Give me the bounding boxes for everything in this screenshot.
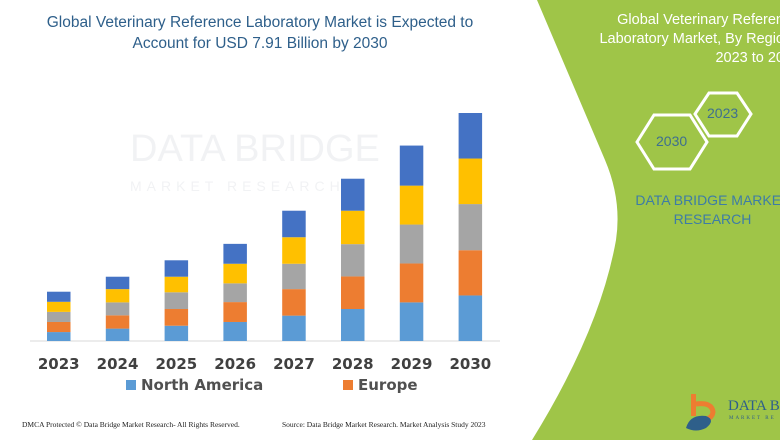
legend-label-north-america: North America: [141, 376, 264, 394]
bar-segment-2028-series-1: [341, 309, 365, 341]
logo-subtext: MARKET RE: [729, 416, 776, 421]
x-tick-label-2025: 2025: [155, 355, 198, 373]
bar-segment-2030-series-5: [458, 113, 483, 159]
bar-segment-2025-series-2: [164, 309, 189, 326]
bar-segment-2026-series-1: [223, 321, 247, 341]
bar-segment-2023-series-1: [47, 332, 71, 341]
hexagon-2030: [635, 113, 709, 171]
bar-segment-2028-series-4: [341, 210, 365, 245]
bar-segment-2028-series-3: [341, 244, 365, 277]
bar-segment-2024-series-5: [105, 276, 130, 290]
footer-source: Source: Data Bridge Market Research. Mar…: [282, 420, 486, 429]
bar-segment-2029-series-3: [399, 224, 424, 264]
bar-segment-2025-series-3: [164, 292, 189, 310]
bar-segment-2028-series-5: [341, 178, 365, 211]
x-tick-label-2030: 2030: [449, 355, 492, 373]
chart-title: Global Veterinary Reference Laboratory M…: [0, 12, 520, 54]
x-tick-label-2026: 2026: [214, 355, 257, 373]
legend-label-europe: Europe: [358, 376, 418, 394]
bar-segment-2024-series-4: [105, 289, 130, 303]
x-tick-label-2028: 2028: [331, 355, 374, 373]
bar-segment-2023-series-2: [47, 321, 71, 333]
bar-segment-2023-series-5: [47, 291, 71, 302]
bar-segment-2029-series-1: [399, 302, 424, 341]
bar-segment-2030-series-2: [458, 250, 483, 296]
bar-segment-2029-series-5: [399, 145, 424, 186]
legend-europe: Europe: [343, 376, 418, 394]
bar-segment-2027-series-1: [282, 315, 306, 341]
brand-line2: RESEARCH: [673, 211, 752, 227]
bar-segment-2026-series-5: [223, 243, 247, 264]
panel-title-line2: Laboratory Market, By Regio: [599, 31, 780, 47]
legend-swatch-europe: [343, 380, 353, 390]
bar-segment-2024-series-1: [105, 328, 130, 341]
bar-segment-2023-series-4: [47, 301, 71, 312]
bar-segment-2024-series-2: [105, 315, 130, 329]
watermark-line2: MARKET RESEARCH: [130, 178, 345, 194]
stacked-bar-chart: [30, 113, 500, 342]
bar-segment-2023-series-3: [47, 311, 71, 322]
bar-segment-2030-series-4: [458, 158, 483, 205]
bar-segment-2027-series-2: [282, 289, 306, 316]
green-panel: [532, 0, 780, 440]
chart-title-line1: Global Veterinary Reference Laboratory M…: [46, 14, 474, 31]
bar-segment-2028-series-2: [341, 276, 365, 310]
watermark-line1: DATA BRIDGE: [130, 128, 380, 170]
bar-segment-2025-series-4: [164, 276, 189, 293]
brand-line1: DATA BRIDGE MARKET: [635, 192, 780, 208]
bar-segment-2025-series-1: [164, 325, 189, 341]
bar-segment-2025-series-5: [164, 260, 189, 277]
bar-segment-2026-series-3: [223, 283, 247, 303]
bar-segment-2029-series-2: [399, 263, 424, 303]
bar-segment-2030-series-3: [458, 204, 483, 251]
legend-north-america: North America: [126, 376, 263, 394]
bar-segment-2030-series-1: [458, 295, 483, 341]
x-tick-label-2027: 2027: [273, 355, 315, 373]
hexagon-2023: [693, 91, 753, 138]
bar-segment-2024-series-3: [105, 302, 130, 316]
bar-segment-2026-series-4: [223, 263, 247, 284]
hex-year-2023: 2023: [707, 105, 739, 121]
hex-year-2030: 2030: [656, 133, 688, 149]
x-tick-label-2029: 2029: [390, 355, 433, 373]
panel-title-line3: 2023 to 20: [715, 50, 780, 66]
bar-segment-2027-series-5: [282, 210, 306, 238]
chart-title-line2: Account for USD 7.91 Billion by 2030: [132, 35, 388, 52]
x-tick-label-2023: 2023: [37, 355, 80, 373]
bar-segment-2029-series-4: [399, 185, 424, 225]
bar-segment-2027-series-3: [282, 263, 306, 290]
x-tick-label-2024: 2024: [96, 355, 139, 373]
bar-segment-2026-series-2: [223, 302, 247, 322]
panel-title-line1: Global Veterinary Referen: [617, 12, 780, 28]
logo-icon: [686, 394, 716, 431]
bar-segment-2027-series-4: [282, 237, 306, 264]
logo-text: DATA BR: [728, 398, 780, 414]
footer-copyright: DMCA Protected © Data Bridge Market Rese…: [22, 420, 240, 429]
legend-swatch-north-america: [126, 380, 136, 390]
